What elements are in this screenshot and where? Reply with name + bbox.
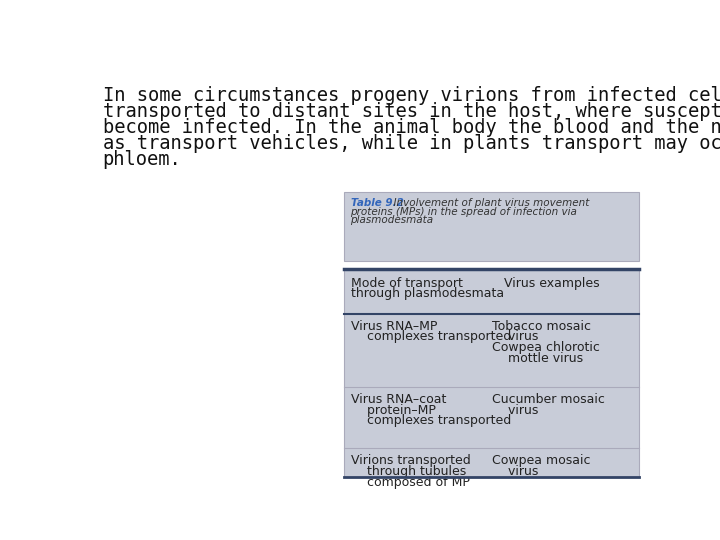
Text: Cucumber mosaic: Cucumber mosaic [492, 393, 605, 406]
Text: protein–MP: protein–MP [351, 403, 436, 416]
Text: virus: virus [492, 403, 539, 416]
Text: Table 9.2: Table 9.2 [351, 198, 403, 208]
Text: complexes transported: complexes transported [351, 414, 510, 427]
Text: as transport vehicles, while in plants transport may occur via the: as transport vehicles, while in plants t… [102, 134, 720, 153]
Text: plasmodesmata: plasmodesmata [351, 215, 433, 225]
Text: phloem.: phloem. [102, 150, 181, 168]
Text: Tobacco mosaic: Tobacco mosaic [492, 320, 591, 333]
Text: virus: virus [492, 330, 539, 343]
Text: complexes transported: complexes transported [351, 330, 510, 343]
Text: become infected. In the animal body the blood and the nerves may act: become infected. In the animal body the … [102, 118, 720, 137]
Bar [344, 269, 639, 477]
Text: Virus RNA–coat: Virus RNA–coat [351, 393, 446, 406]
Text: through plasmodesmata: through plasmodesmata [351, 287, 504, 300]
Text: proteins (MPs) in the spread of infection via: proteins (MPs) in the spread of infectio… [351, 207, 577, 217]
Text: Mode of transport: Mode of transport [351, 276, 462, 289]
Text: mottle virus: mottle virus [492, 352, 583, 365]
Text: Virus examples: Virus examples [504, 276, 599, 289]
Text: transported to distant sites in the host, where susceptible cells may: transported to distant sites in the host… [102, 102, 720, 121]
Text: In some circumstances progeny virions from infected cells may be: In some circumstances progeny virions fr… [102, 86, 720, 105]
Bar [344, 192, 639, 261]
Text: Cowpea mosaic: Cowpea mosaic [492, 455, 590, 468]
Text: composed of MP: composed of MP [351, 476, 469, 489]
Text: virus: virus [492, 465, 539, 478]
Text: Involvement of plant virus movement: Involvement of plant virus movement [387, 198, 589, 208]
Text: Cowpea chlorotic: Cowpea chlorotic [492, 341, 600, 354]
Text: through tubules: through tubules [351, 465, 466, 478]
Text: Virions transported: Virions transported [351, 455, 470, 468]
Text: Virus RNA–MP: Virus RNA–MP [351, 320, 437, 333]
